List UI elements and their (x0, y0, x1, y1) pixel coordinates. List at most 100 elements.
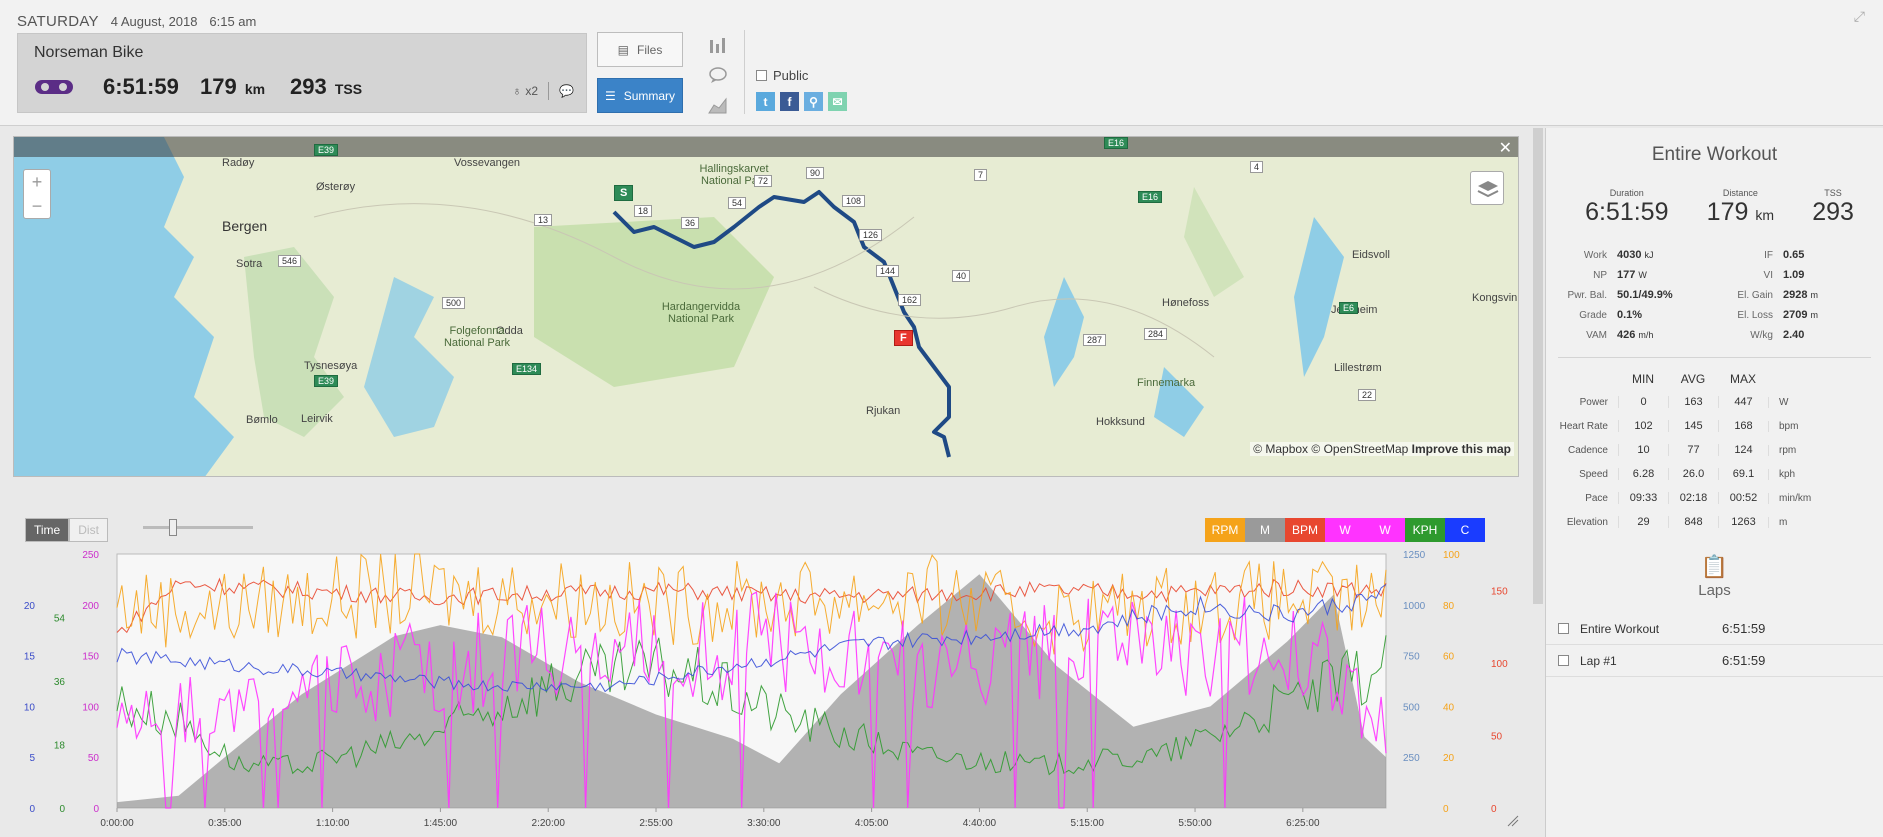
lap-row[interactable]: Entire Workout 6:51:59 (1546, 613, 1883, 645)
email-icon[interactable]: ✉ (828, 92, 847, 111)
zoom-control: + − (23, 169, 51, 219)
legend-item[interactable]: RPM (1205, 518, 1245, 542)
start-marker[interactable]: S (614, 185, 634, 201)
area-chart-icon[interactable] (706, 90, 730, 120)
contour-line (313, 203, 915, 290)
row-unit: W (1768, 396, 1818, 408)
workout-header: SATURDAY 4 August, 2018 6:15 am ⤢ Norsem… (0, 0, 1883, 126)
legend-item[interactable]: W (1325, 518, 1365, 542)
legend-item[interactable]: BPM (1285, 518, 1325, 542)
table-cell: 447 (1718, 396, 1768, 408)
forest-area (1184, 187, 1244, 297)
comments-icon[interactable]: 💬 (559, 84, 574, 98)
legend-item[interactable]: C (1445, 518, 1485, 542)
elevation-area (117, 574, 1386, 808)
mapbox-attribution[interactable]: © Mapbox (1253, 442, 1309, 456)
table-cell: 69.1 (1718, 468, 1768, 480)
metric-unit: m (1810, 290, 1818, 300)
route-km-marker: 54 (728, 197, 747, 209)
link-icon[interactable]: ⚲ (804, 92, 823, 111)
y-tick-label: 10 (24, 702, 36, 713)
slider-handle[interactable] (169, 519, 177, 536)
clipboard-icon[interactable]: 📋 (1700, 554, 1729, 579)
legend-item[interactable]: M (1245, 518, 1285, 542)
chart-plot[interactable]: 0:00:00 0:35:00 1:10:00 1:45:00 2:20:00 2:55:… (13, 546, 1519, 832)
public-label: Public (773, 68, 809, 83)
table-cell: 26.0 (1668, 468, 1718, 480)
table-cell: 10 (1618, 444, 1668, 456)
series-line-kph (116, 635, 1387, 776)
y-tick-label: 20 (24, 601, 36, 612)
layers-button[interactable] (1470, 171, 1504, 205)
map-attribution: © Mapbox © OpenStreetMap Improve this ma… (1250, 442, 1514, 456)
distance-toggle[interactable]: Dist (69, 518, 108, 542)
route-km-marker: 144 (876, 265, 900, 277)
improve-map-link[interactable]: Improve this map (1411, 442, 1511, 456)
y-tick-label: 60 (1443, 652, 1455, 663)
osm-attribution[interactable]: © OpenStreetMap (1311, 442, 1409, 456)
page-scrollbar[interactable] (1533, 128, 1543, 604)
metric-unit: W (1638, 270, 1647, 280)
zoom-in-button[interactable]: + (31, 172, 43, 192)
map-place-label: Bergen (222, 218, 268, 234)
y-tick-label: 200 (82, 601, 99, 612)
metric-row: VAM 426 m/h W/kg 2.40 (1546, 325, 1883, 345)
bar-chart-icon[interactable] (706, 30, 730, 60)
map-place-label: Østerøy (316, 181, 356, 193)
equipment-icon[interactable]: ♁ (512, 84, 522, 98)
public-toggle[interactable]: Public (756, 68, 808, 83)
map-place-label: Tysnesøya (304, 360, 358, 372)
y-tick-label: 1000 (1403, 601, 1426, 612)
road-shield: E39 (314, 375, 339, 387)
facebook-icon[interactable]: f (780, 92, 799, 111)
day-name: SATURDAY (17, 13, 99, 30)
time-toggle[interactable]: Time (25, 518, 70, 542)
contour-line (813, 286, 1215, 358)
legend-item[interactable]: W (1365, 518, 1405, 542)
table-cell: 848 (1668, 516, 1718, 528)
metric-label: Work (1583, 249, 1607, 261)
road-shield: E6 (1339, 302, 1359, 314)
public-checkbox[interactable] (756, 70, 767, 81)
metric-value: 177 W (1617, 269, 1735, 281)
metric-number: 1.09 (1783, 269, 1805, 281)
metric-label: El. Loss (1737, 309, 1773, 321)
table-body: Power 0 163 447 W Heart Rate 102 145 168 bpm Caden… (1546, 390, 1883, 534)
route-map[interactable]: ✕ + − Bergen Vossevangen Odda Rjukan Høn… (13, 136, 1519, 477)
stat-value: 6:51:59 (1585, 198, 1669, 226)
table-cell: 77 (1668, 444, 1718, 456)
legend-item[interactable]: KPH (1405, 518, 1445, 542)
lap-row[interactable]: Lap #1 6:51:59 (1546, 645, 1883, 677)
road-shield: 7 (974, 169, 988, 181)
row-unit: min/km (1768, 492, 1818, 504)
smoothing-slider[interactable] (143, 519, 253, 536)
resize-handle-icon[interactable] (1507, 815, 1519, 827)
twitter-icon[interactable]: t (756, 92, 775, 111)
view-icons (706, 30, 730, 120)
x-tick-label: 5:15:00 (1071, 818, 1105, 829)
lap-checkbox[interactable] (1558, 623, 1569, 634)
column-header: AVG (1680, 372, 1706, 386)
row-unit: rpm (1768, 444, 1818, 456)
chat-bubble-icon[interactable] (706, 60, 730, 90)
metric-number: 4030 (1617, 249, 1642, 261)
road-shield: 287 (1083, 334, 1107, 346)
finish-marker[interactable]: F (894, 330, 913, 346)
lap-checkbox[interactable] (1558, 655, 1569, 666)
summary-button[interactable]: ☰ Summary (597, 78, 683, 113)
y-tick-label: 20 (1443, 753, 1455, 764)
map-park-label: Hallingskarvet National Park (699, 163, 769, 187)
table-row: Power 0 163 447 W (1546, 390, 1883, 414)
y-tick-label: 150 (82, 652, 99, 663)
x-tick-label: 2:20:00 (532, 818, 566, 829)
metric-number: 2709 (1783, 309, 1808, 321)
route-line (612, 190, 951, 458)
distance-block: Distance 179 km (1707, 188, 1774, 227)
files-button[interactable]: ▤ Files (597, 32, 683, 67)
workout-title[interactable]: Norseman Bike (34, 44, 144, 61)
expand-icon[interactable]: ⤢ (1853, 8, 1865, 24)
close-icon[interactable]: ✕ (1498, 140, 1512, 157)
map-place-label: Sotra (236, 258, 263, 270)
zoom-out-button[interactable]: − (31, 196, 43, 216)
road-shield: 4 (1250, 161, 1264, 173)
